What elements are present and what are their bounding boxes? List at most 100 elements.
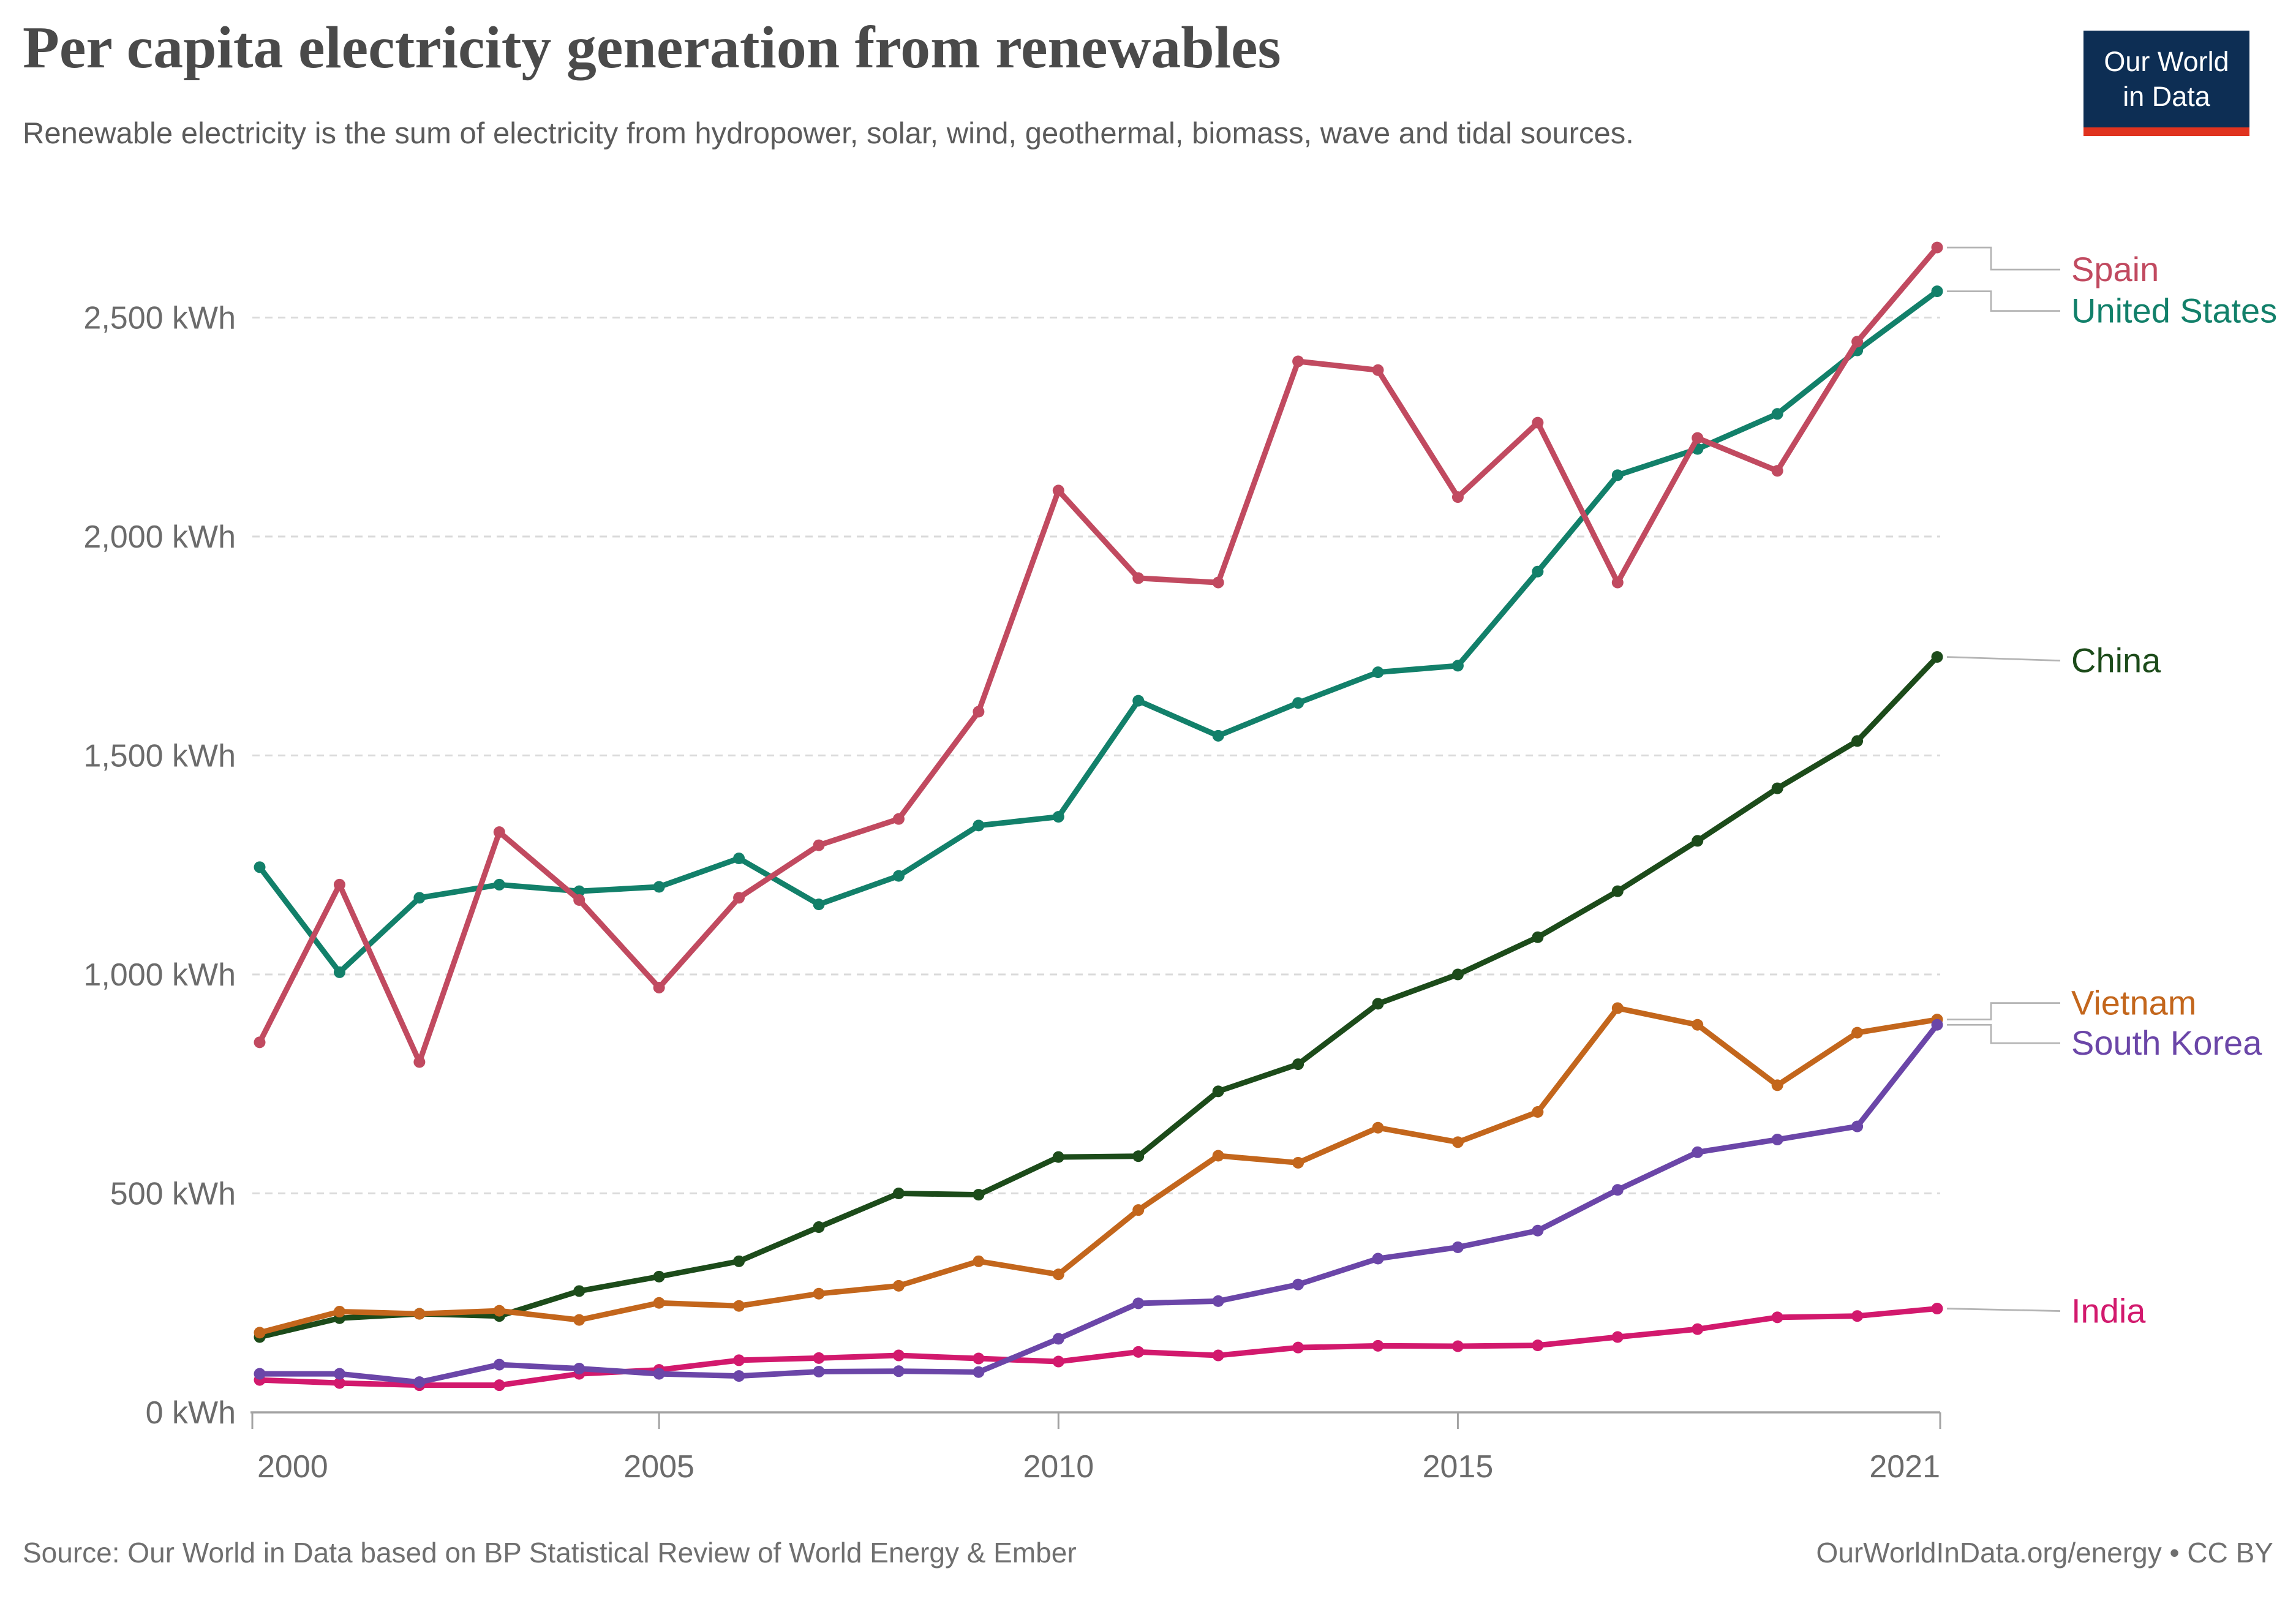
- series-point-india-2020: [1851, 1310, 1864, 1322]
- series-point-vietnam-2015: [1451, 1136, 1464, 1148]
- series-point-south-korea-2008: [892, 1365, 905, 1377]
- series-point-china-2010: [1052, 1151, 1064, 1163]
- series-point-spain-2004: [573, 894, 585, 906]
- series-point-united-states-2011: [1132, 695, 1145, 707]
- series-point-south-korea-2000: [254, 1368, 266, 1380]
- series-point-spain-2015: [1451, 491, 1464, 503]
- series-point-spain-2009: [973, 706, 985, 718]
- series-point-vietnam-2017: [1611, 1002, 1624, 1014]
- label-connector-india: [1946, 1308, 2061, 1312]
- series-point-south-korea-2002: [413, 1376, 426, 1388]
- series-point-vietnam-2010: [1052, 1268, 1064, 1281]
- page-title: Per capita electricity generation from r…: [23, 15, 1281, 81]
- series-label-spain: Spain: [2071, 250, 2159, 288]
- series-point-south-korea-2013: [1292, 1278, 1304, 1290]
- series-point-india-2015: [1451, 1340, 1464, 1352]
- series-point-united-states-2008: [892, 870, 905, 882]
- series-point-china-2013: [1292, 1058, 1304, 1071]
- series-point-south-korea-2012: [1212, 1295, 1224, 1307]
- series-point-china-2014: [1372, 998, 1384, 1010]
- series-point-spain-2003: [493, 826, 505, 838]
- series-point-india-2016: [1532, 1339, 1544, 1352]
- series-point-vietnam-2014: [1372, 1121, 1384, 1134]
- series-point-india-2013: [1292, 1341, 1304, 1354]
- series-point-india-2019: [1771, 1311, 1783, 1324]
- series-point-india-2017: [1611, 1331, 1624, 1343]
- x-axis-label-2010: 2010: [1023, 1449, 1094, 1485]
- series-point-vietnam-2016: [1532, 1106, 1544, 1118]
- series-point-spain-2012: [1212, 576, 1224, 589]
- series-point-spain-2018: [1692, 432, 1704, 444]
- series-point-india-2018: [1692, 1323, 1704, 1335]
- series-point-south-korea-2006: [733, 1370, 745, 1382]
- series-line-south-korea: [257, 1022, 1940, 1385]
- series-point-south-korea-2019: [1771, 1134, 1783, 1146]
- series-point-spain-2019: [1771, 465, 1783, 477]
- series-label-south-korea: South Korea: [2071, 1023, 2262, 1062]
- series-point-india-2014: [1372, 1339, 1384, 1352]
- y-axis-label-1000: 1,000 kWh: [83, 957, 236, 993]
- series-point-china-2015: [1451, 968, 1464, 981]
- series-point-china-2012: [1212, 1085, 1224, 1098]
- series-point-spain-2008: [892, 813, 905, 825]
- series-point-china-2005: [653, 1270, 665, 1283]
- series-point-south-korea-2014: [1372, 1253, 1384, 1265]
- label-connector-spain: [1947, 246, 2060, 271]
- series-point-south-korea-2007: [813, 1366, 825, 1378]
- series-point-spain-2011: [1132, 572, 1145, 584]
- series-point-south-korea-2015: [1451, 1241, 1464, 1253]
- label-connector-united-states: [1947, 290, 2060, 312]
- series-point-united-states-2007: [813, 898, 825, 911]
- y-axis-label-1500: 1,500 kWh: [83, 739, 236, 774]
- series-point-china-2017: [1611, 885, 1624, 897]
- series-point-united-states-2012: [1212, 729, 1224, 742]
- series-label-vietnam: Vietnam: [2071, 984, 2196, 1022]
- series-point-india-2008: [892, 1349, 905, 1362]
- y-axis-label-500: 500 kWh: [110, 1177, 236, 1212]
- series-label-china: China: [2071, 641, 2161, 680]
- series-point-india-2006: [733, 1354, 745, 1366]
- series-point-south-korea-2011: [1132, 1297, 1145, 1309]
- series-point-south-korea-2021: [1931, 1019, 1943, 1031]
- series-point-spain-2013: [1292, 355, 1304, 367]
- series-point-india-2010: [1052, 1355, 1064, 1368]
- series-point-united-states-2021: [1931, 285, 1943, 298]
- series-point-united-states-2014: [1372, 666, 1384, 679]
- series-point-india-2007: [813, 1352, 825, 1364]
- series-point-vietnam-2007: [813, 1287, 825, 1300]
- series-point-united-states-2016: [1532, 565, 1544, 578]
- series-point-spain-2014: [1372, 364, 1384, 376]
- series-point-spain-2010: [1052, 484, 1064, 497]
- x-axis-label-2005: 2005: [623, 1449, 694, 1485]
- series-point-india-2003: [493, 1379, 505, 1392]
- series-point-vietnam-2003: [493, 1305, 505, 1317]
- series-point-india-2021: [1931, 1303, 1943, 1315]
- series-point-india-2001: [333, 1377, 345, 1389]
- series-point-spain-2017: [1611, 576, 1624, 589]
- series-point-vietnam-2004: [573, 1314, 585, 1326]
- label-connector-china: [1946, 656, 2061, 662]
- series-point-spain-2002: [413, 1056, 426, 1068]
- series-point-spain-2020: [1851, 336, 1864, 348]
- series-point-south-korea-2016: [1532, 1224, 1544, 1237]
- series-point-south-korea-2010: [1052, 1333, 1064, 1345]
- series-point-united-states-2017: [1611, 469, 1624, 481]
- series-point-vietnam-2013: [1292, 1156, 1304, 1169]
- y-axis-label-0: 0 kWh: [146, 1395, 236, 1431]
- label-connector-south-korea: [1947, 1023, 2060, 1044]
- series-point-vietnam-2008: [892, 1279, 905, 1292]
- series-point-china-2016: [1532, 931, 1544, 943]
- series-point-vietnam-2005: [653, 1297, 665, 1309]
- series-point-vietnam-2019: [1771, 1079, 1783, 1091]
- series-point-united-states-2005: [653, 881, 665, 893]
- series-point-vietnam-2000: [254, 1327, 266, 1339]
- owid-logo-box: Our World in Data: [2083, 31, 2249, 127]
- chart-subtitle: Renewable electricity is the sum of elec…: [23, 117, 1634, 150]
- x-axis-label-2015: 2015: [1423, 1449, 1494, 1485]
- footer-source: Source: Our World in Data based on BP St…: [23, 1537, 1077, 1569]
- series-point-china-2009: [973, 1189, 985, 1201]
- x-axis-label-2021: 2021: [1869, 1449, 1940, 1485]
- series-point-china-2008: [892, 1188, 905, 1199]
